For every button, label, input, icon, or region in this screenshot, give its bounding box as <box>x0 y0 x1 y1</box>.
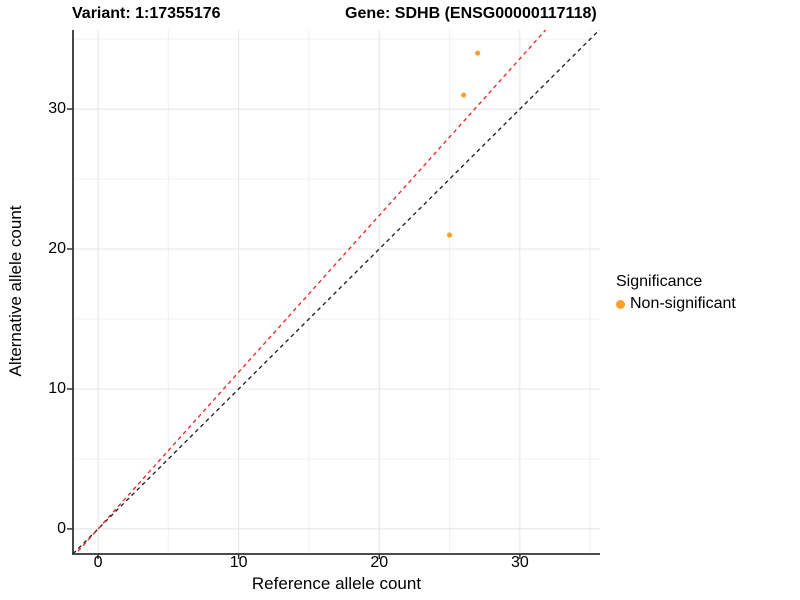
y-axis-title: Alternative allele count <box>6 205 25 377</box>
x-tick-label: 20 <box>370 554 389 571</box>
gene-title: Gene: SDHB (ENSG00000117118) <box>345 5 597 22</box>
legend: Significance Non-significant <box>616 272 736 314</box>
y-tick-label: 30 <box>48 100 66 118</box>
x-axis-title: Reference allele count <box>251 574 422 593</box>
y-tick-label: 0 <box>57 519 66 537</box>
legend-title: Significance <box>616 273 703 290</box>
legend-item: Non-significant <box>616 294 736 314</box>
variant-title: Variant: 1:17355176 <box>72 5 221 22</box>
x-tick-label: 30 <box>510 554 529 571</box>
y-tick-label: 20 <box>48 240 66 258</box>
y-tick-label: 10 <box>48 379 66 397</box>
x-tick-label: 0 <box>93 554 103 571</box>
expected-ratio-line <box>75 30 547 553</box>
data-point <box>446 232 453 238</box>
data-point <box>461 92 467 98</box>
identity-line <box>73 30 600 553</box>
x-tick-label: 10 <box>229 554 248 571</box>
data-point <box>475 50 481 56</box>
legend-item-label: Non-significant <box>630 295 736 312</box>
non-significant-dot-icon <box>616 299 625 309</box>
